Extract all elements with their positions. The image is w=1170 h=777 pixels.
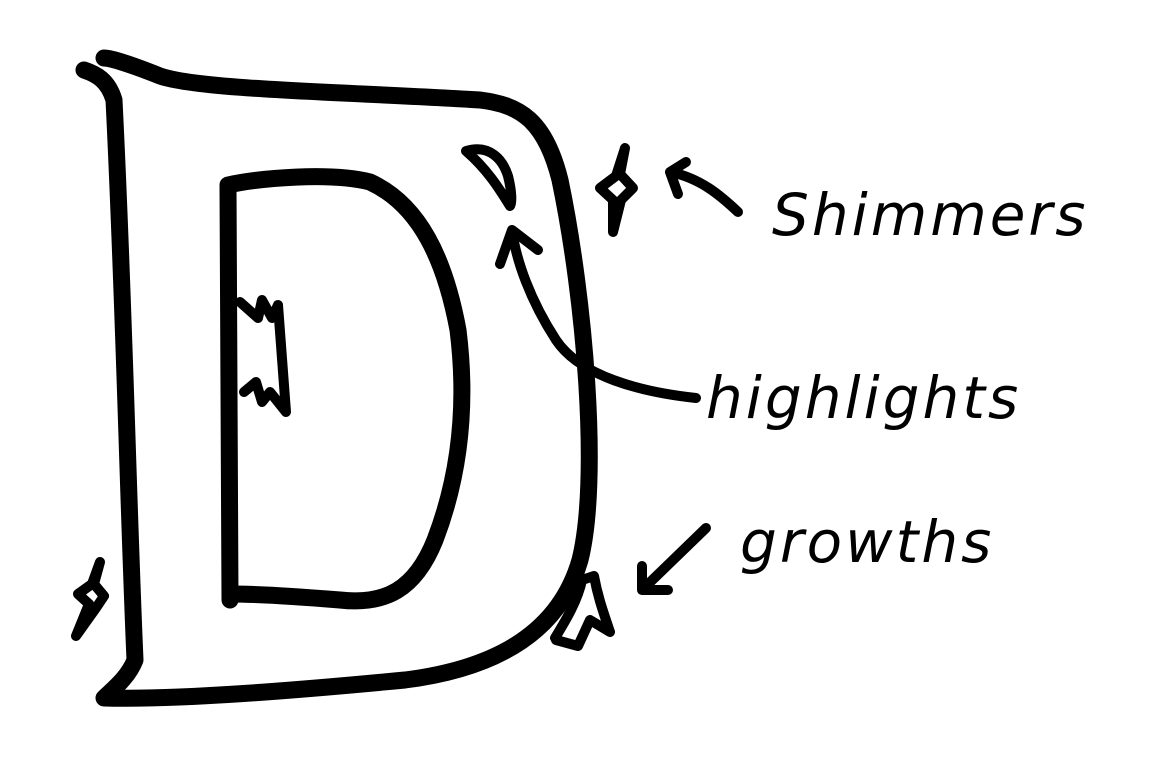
annotation-arrows [495,157,743,595]
growth-inner-left [235,295,291,417]
arrow-shimmers [665,157,743,217]
highlight-mark [461,144,517,211]
shimmer-sparkle-right [595,143,638,237]
letter-d-outer-outline [75,49,598,707]
label-growths: growths [740,508,994,576]
letter-d-inner-outline [219,168,471,610]
shimmer-sparkles [71,143,638,641]
arrow-growths [637,523,711,595]
growth-lower-right [550,571,615,651]
arrow-highlights [495,225,701,403]
letter-d-drawing [75,49,615,707]
annotation-labels: Shimmers highlights growths [706,181,1088,576]
label-shimmers: Shimmers [772,181,1088,249]
shimmer-sparkle-left [71,557,109,641]
label-highlights: highlights [706,364,1021,432]
